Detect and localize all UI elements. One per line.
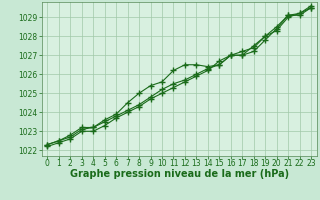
X-axis label: Graphe pression niveau de la mer (hPa): Graphe pression niveau de la mer (hPa) — [70, 169, 289, 179]
